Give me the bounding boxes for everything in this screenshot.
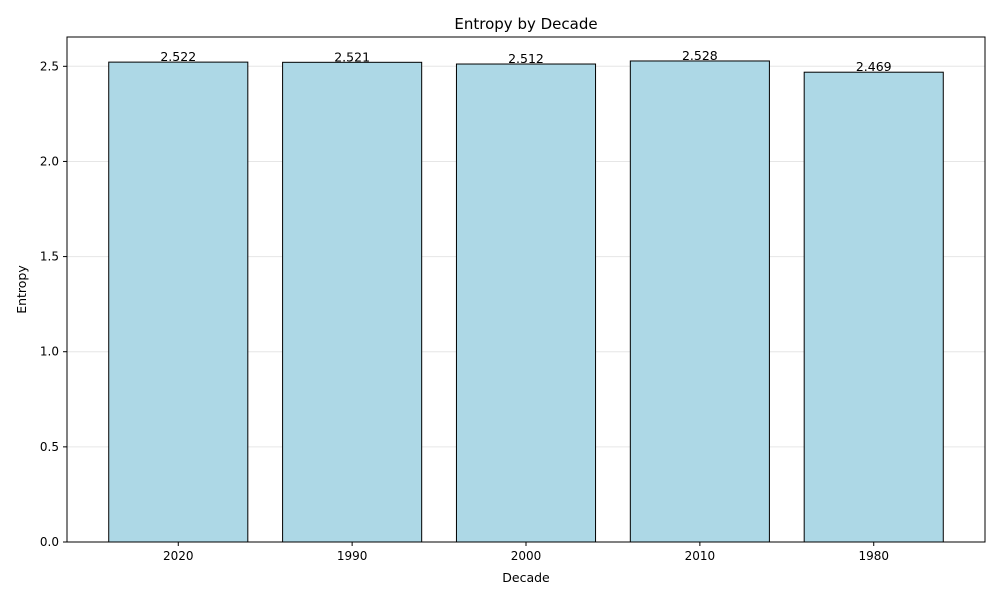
y-tick-label: 1.5 [40,250,59,264]
bar-1980 [803,71,944,543]
bar-value-label: 2.528 [682,48,718,63]
x-tick-label: 1990 [337,549,368,563]
y-tick-label: 2.5 [40,59,59,73]
chart-title: Entropy by Decade [454,15,597,33]
bars-group [108,60,944,543]
bar-value-label: 2.522 [160,49,196,64]
y-axis-ticks: 0.0 0.5 1.0 1.5 2.0 2.5 [40,59,67,549]
y-tick-label: 1.0 [40,345,59,359]
y-tick-label: 0.0 [40,535,59,549]
bar-2010 [629,60,770,543]
x-tick-label: 2000 [511,549,542,563]
data-labels-group: 2.522 2.521 2.512 2.528 2.469 [160,48,891,74]
bar-value-label: 2.469 [856,59,892,74]
bar-value-label: 2.521 [334,49,370,64]
x-tick-label: 2010 [685,549,716,563]
bar-2000 [455,63,597,543]
bar-value-label: 2.512 [508,51,544,66]
y-tick-label: 0.5 [40,440,59,454]
bar-2020 [108,61,249,543]
x-axis-label: Decade [502,570,550,585]
bar-1990 [282,61,423,543]
x-axis-ticks: 2020 1990 2000 2010 1980 [163,542,889,563]
x-tick-label: 2020 [163,549,194,563]
y-tick-label: 2.0 [40,154,59,168]
x-tick-label: 1980 [858,549,889,563]
y-axis-label: Entropy [14,265,29,314]
